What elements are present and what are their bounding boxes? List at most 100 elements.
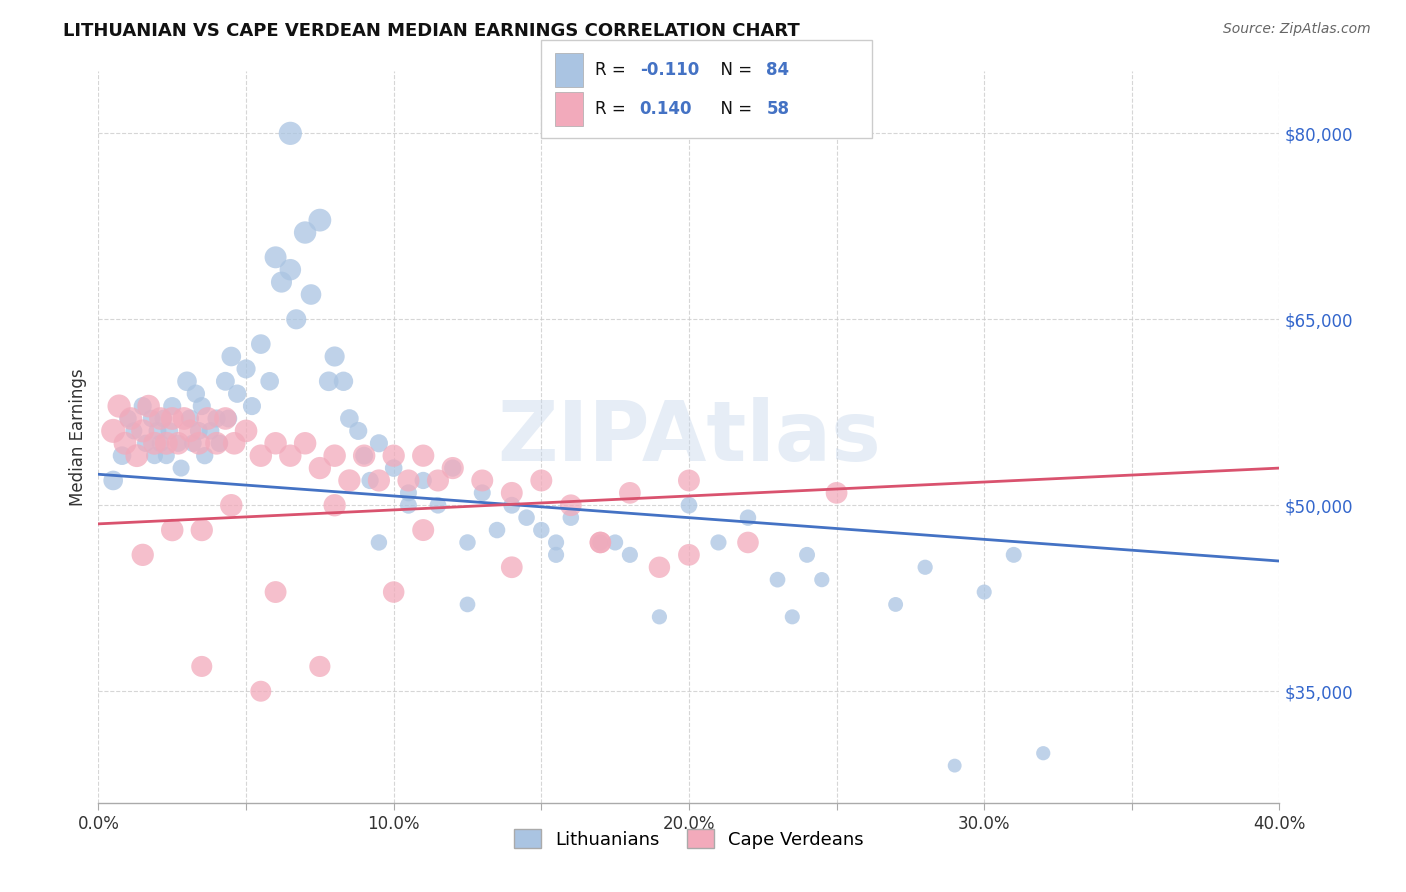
Point	[359, 474, 381, 488]
Point	[530, 474, 553, 488]
Point	[155, 436, 177, 450]
Text: 84: 84	[766, 61, 789, 78]
Point	[191, 399, 214, 413]
Point	[412, 449, 434, 463]
Point	[120, 411, 142, 425]
Point	[108, 399, 131, 413]
Point	[457, 535, 479, 549]
Point	[250, 337, 273, 351]
Point	[294, 436, 316, 450]
Point	[250, 684, 273, 698]
Text: Source: ZipAtlas.com: Source: ZipAtlas.com	[1223, 22, 1371, 37]
Point	[323, 449, 346, 463]
Legend: Lithuanians, Cape Verdeans: Lithuanians, Cape Verdeans	[506, 822, 872, 856]
Point	[589, 535, 612, 549]
Point	[471, 474, 494, 488]
Point	[280, 262, 302, 277]
Point	[382, 449, 405, 463]
Point	[240, 399, 263, 413]
Point	[167, 436, 190, 450]
Point	[162, 523, 183, 537]
Point	[353, 449, 375, 463]
Point	[501, 486, 523, 500]
Point	[187, 436, 209, 450]
Point	[117, 411, 139, 425]
Point	[155, 449, 177, 463]
Point	[264, 585, 287, 599]
Point	[884, 598, 907, 612]
Point	[339, 474, 361, 488]
Point	[309, 213, 332, 227]
Point	[471, 486, 494, 500]
Text: 58: 58	[766, 100, 789, 118]
Point	[162, 411, 183, 425]
Point	[132, 548, 155, 562]
Point	[149, 411, 172, 425]
Point	[427, 474, 450, 488]
Point	[264, 250, 287, 264]
Point	[766, 573, 789, 587]
Point	[138, 399, 160, 413]
Point	[546, 548, 568, 562]
Point	[208, 436, 231, 450]
Point	[678, 474, 700, 488]
Point	[782, 610, 804, 624]
Point	[412, 474, 434, 488]
Point	[221, 498, 243, 512]
Point	[323, 498, 346, 512]
Point	[221, 350, 243, 364]
Point	[191, 523, 214, 537]
Point	[176, 374, 198, 388]
Point	[181, 436, 204, 450]
Point	[214, 374, 236, 388]
Point	[347, 424, 370, 438]
Point	[141, 411, 163, 425]
Point	[382, 461, 405, 475]
Point	[398, 486, 420, 500]
Point	[973, 585, 995, 599]
Text: R =: R =	[595, 100, 636, 118]
Point	[280, 449, 302, 463]
Point	[1032, 746, 1054, 760]
Point	[427, 498, 450, 512]
Point	[648, 610, 671, 624]
Point	[264, 436, 287, 450]
Point	[546, 535, 568, 549]
Point	[309, 659, 332, 673]
Point	[259, 374, 281, 388]
Point	[589, 535, 612, 549]
Point	[294, 226, 316, 240]
Text: ZIPAtlas: ZIPAtlas	[496, 397, 882, 477]
Point	[457, 598, 479, 612]
Point	[501, 498, 523, 512]
Text: N =: N =	[710, 100, 758, 118]
Point	[589, 535, 612, 549]
Text: LITHUANIAN VS CAPE VERDEAN MEDIAN EARNINGS CORRELATION CHART: LITHUANIAN VS CAPE VERDEAN MEDIAN EARNIN…	[63, 22, 800, 40]
Point	[135, 436, 157, 450]
Point	[170, 461, 193, 475]
Text: 0.140: 0.140	[640, 100, 692, 118]
Point	[194, 449, 217, 463]
Text: -0.110: -0.110	[640, 61, 699, 78]
Point	[501, 560, 523, 574]
Point	[353, 449, 375, 463]
Point	[235, 424, 257, 438]
Point	[103, 424, 125, 438]
Point	[143, 449, 166, 463]
Point	[619, 548, 641, 562]
Point	[200, 424, 222, 438]
Point	[398, 474, 420, 488]
Point	[382, 585, 405, 599]
Point	[114, 436, 136, 450]
Point	[217, 411, 239, 425]
Point	[368, 436, 391, 450]
Point	[530, 523, 553, 537]
Point	[122, 424, 145, 438]
Point	[398, 498, 420, 512]
Point	[250, 449, 273, 463]
Point	[323, 350, 346, 364]
Point	[132, 399, 155, 413]
Point	[143, 436, 166, 450]
Point	[152, 411, 174, 425]
Point	[309, 461, 332, 475]
